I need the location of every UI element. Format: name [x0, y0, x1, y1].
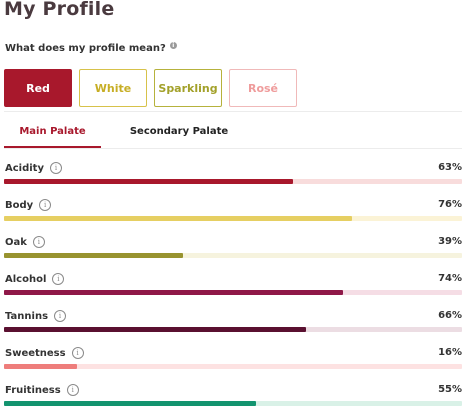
attribute-bar-fill [4, 401, 256, 406]
attribute-percent: 63% [438, 162, 462, 173]
info-icon[interactable]: i [32, 236, 45, 248]
tab-main-palate[interactable]: Main Palate [4, 118, 101, 148]
attribute-percent: 76% [438, 199, 462, 210]
attribute-bar-track [4, 290, 462, 295]
attribute-label: Tannins i [5, 310, 67, 322]
wine-type-selector: Red White Sparkling Rosé [4, 69, 297, 107]
attribute-percent: 66% [438, 310, 462, 321]
attribute-label: Alcohol i [5, 273, 65, 285]
attribute-row-alcohol: Alcohol i 74% [4, 273, 462, 303]
attribute-name: Alcohol [5, 273, 47, 285]
attribute-name: Oak [5, 236, 27, 248]
attribute-name: Tannins [5, 310, 49, 322]
question-label: What does my profile mean? [5, 43, 166, 54]
attribute-row-oak: Oak i 39% [4, 236, 462, 266]
attribute-label: Body i [5, 199, 52, 211]
attribute-percent: 39% [438, 236, 462, 247]
attribute-name: Acidity [5, 162, 44, 174]
attribute-percent: 16% [438, 347, 462, 358]
attribute-bar-fill [4, 327, 307, 332]
tabs-underline [4, 148, 462, 149]
type-button-red[interactable]: Red [4, 69, 72, 107]
palate-tabs: Main Palate Secondary Palate [4, 118, 462, 148]
info-icon[interactable]: i [169, 42, 177, 49]
attribute-row-fruitiness: Fruitiness i 55% [4, 384, 462, 414]
info-icon[interactable]: i [49, 162, 62, 174]
attribute-name: Body [5, 199, 34, 211]
attribute-row-body: Body i 76% [4, 199, 462, 229]
info-icon[interactable]: i [52, 273, 65, 285]
attribute-bar-track [4, 253, 462, 258]
attribute-label: Oak i [5, 236, 45, 248]
info-icon[interactable]: i [54, 310, 67, 322]
attribute-row-tannins: Tannins i 66% [4, 310, 462, 340]
attribute-bar-track [4, 327, 462, 332]
profile-meaning-question[interactable]: What does my profile mean? i [5, 42, 177, 54]
attribute-bar-fill [4, 290, 343, 295]
attribute-bar-track [4, 216, 462, 221]
attribute-bar-track [4, 401, 462, 406]
info-icon[interactable]: i [66, 384, 79, 396]
tab-secondary-palate[interactable]: Secondary Palate [129, 126, 229, 137]
divider [4, 111, 462, 112]
attribute-bar-fill [4, 179, 293, 184]
attribute-bar-track [4, 179, 462, 184]
attribute-label: Sweetness i [5, 347, 84, 359]
attribute-percent: 74% [438, 273, 462, 284]
attribute-name: Sweetness [5, 347, 66, 359]
attribute-bar-fill [4, 364, 78, 369]
page-title: My Profile [4, 0, 115, 20]
attribute-percent: 55% [438, 384, 462, 395]
attribute-label: Fruitiness i [5, 384, 79, 396]
attribute-name: Fruitiness [5, 384, 61, 396]
info-icon[interactable]: i [39, 199, 52, 211]
attribute-row-acidity: Acidity i 63% [4, 162, 462, 192]
type-button-sparkling[interactable]: Sparkling [154, 69, 222, 107]
attribute-bar-fill [4, 216, 353, 221]
attribute-bar-fill [4, 253, 183, 258]
type-button-white[interactable]: White [79, 69, 147, 107]
info-icon[interactable]: i [71, 347, 84, 359]
type-button-rose[interactable]: Rosé [229, 69, 297, 107]
attribute-label: Acidity i [5, 162, 62, 174]
attribute-row-sweetness: Sweetness i 16% [4, 347, 462, 377]
attribute-bar-track [4, 364, 462, 369]
